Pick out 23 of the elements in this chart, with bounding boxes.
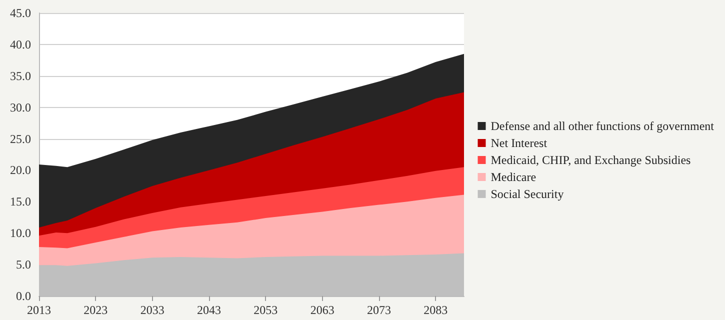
y-tick-label: 15.0 [10, 194, 31, 209]
y-tick-label: 0.0 [16, 289, 31, 303]
x-tick-label: 2033 [140, 303, 164, 317]
x-tick-label: 2043 [197, 303, 221, 317]
y-tick-label: 25.0 [10, 132, 31, 146]
x-tick-label: 2023 [84, 303, 108, 317]
x-tick-label: 2073 [367, 303, 391, 317]
y-tick-label: 10.0 [10, 226, 31, 240]
x-tick-label: 2063 [310, 303, 334, 317]
y-tick-label: 35.0 [10, 68, 31, 83]
y-tick-label: 20.0 [10, 163, 31, 178]
x-tick-label: 2083 [424, 303, 448, 317]
y-tick-label: 30.0 [10, 100, 31, 114]
y-tick-label: 40.0 [10, 37, 31, 52]
legend-label: Net Interest [490, 136, 548, 150]
x-tick-label: 2053 [254, 303, 278, 317]
legend-label: Defense and all other functions of government [490, 119, 715, 133]
legend-label: Social Security [490, 187, 564, 201]
y-tick-label: 5.0 [16, 258, 31, 272]
legend-label: Medicaid, CHIP, and Exchange Subsidies [490, 153, 692, 167]
legend-label: Medicare [490, 170, 536, 184]
y-tick-label: 45.0 [10, 6, 31, 20]
x-tick-label: 2013 [27, 303, 51, 317]
